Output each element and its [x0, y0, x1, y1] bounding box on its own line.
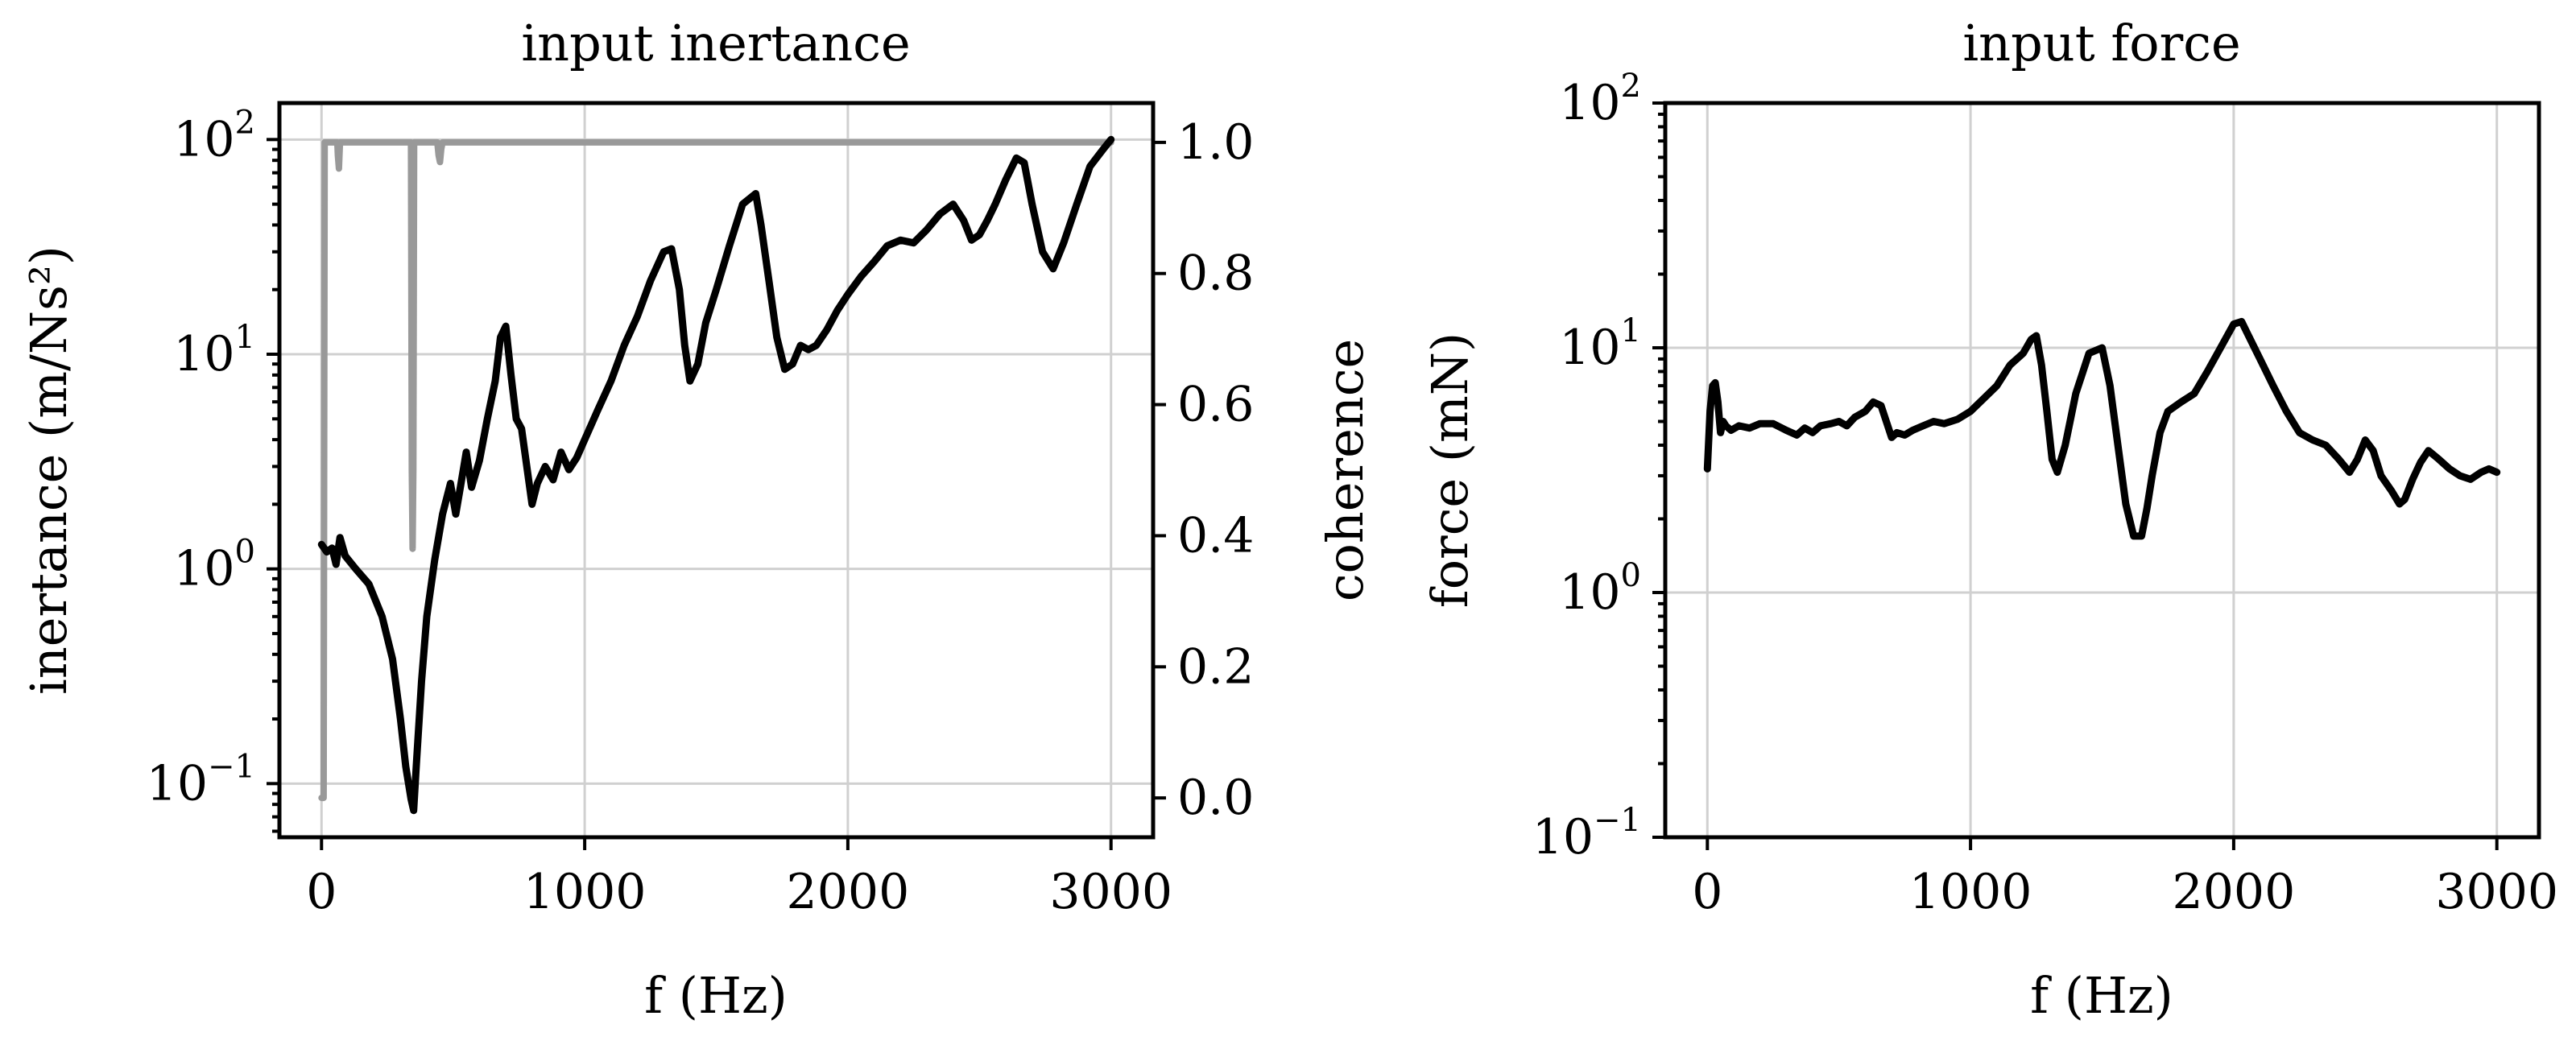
force-x-ticks: 0 1000 2000 3000 — [1692, 837, 2558, 920]
force-y-tick-label: 101 — [1559, 312, 1641, 376]
force-x-axis-label: f (Hz) — [2030, 966, 2173, 1025]
force-y-tick-label: 10−1 — [1532, 802, 1641, 865]
force-x-tick-label: 3000 — [2435, 864, 2558, 920]
coherence-y-axis-label: coherence — [1316, 339, 1375, 601]
coherence-y-tick-label: 0.0 — [1177, 770, 1254, 826]
force-y-tick-label: 100 — [1559, 557, 1641, 621]
force-chart-title: input force — [1962, 14, 2240, 72]
force-y-ticks: 10−1 100 101 102 — [1532, 68, 1665, 865]
force-y-tick-label: 102 — [1559, 68, 1641, 131]
force-x-tick-label: 0 — [1692, 864, 1722, 920]
inertance-y-tick-label: 10−1 — [147, 748, 255, 812]
inertance-series — [317, 135, 1115, 815]
inertance-grid — [279, 103, 1153, 837]
inertance-y-ticks: 10−1 100 101 102 — [147, 104, 279, 833]
inertance-x-tick-label: 3000 — [1049, 864, 1172, 920]
inertance-x-ticks: 0 1000 2000 3000 — [306, 837, 1172, 920]
inertance-x-tick-label: 2000 — [787, 864, 910, 920]
coherence-y-tick-label: 1.0 — [1177, 114, 1254, 171]
inertance-chart: 0 1000 2000 3000 10−1 100 101 102 0.0 0.2 0.4 0.6… — [19, 14, 1375, 1025]
inertance-y-tick-label: 100 — [173, 534, 255, 597]
force-data-line — [1703, 317, 2501, 540]
force-x-tick-label: 1000 — [1909, 864, 2032, 920]
inertance-y-tick-label: 101 — [173, 319, 255, 382]
coherence-y-tick-label: 0.8 — [1177, 246, 1254, 302]
inertance-y-tick-label: 102 — [173, 104, 255, 167]
inertance-coherence-line — [318, 138, 1114, 802]
coherence-y-tick-label: 0.2 — [1177, 638, 1254, 695]
force-x-tick-label: 2000 — [2173, 864, 2296, 920]
force-grid — [1665, 101, 2539, 839]
force-series — [1703, 317, 2501, 540]
coherence-y-ticks: 0.0 0.2 0.4 0.6 0.8 1.0 — [1153, 114, 1254, 826]
force-plot-frame — [1663, 101, 2541, 840]
inertance-y-axis-label: inertance (m/Ns²) — [19, 246, 78, 695]
inertance-plot-frame — [277, 101, 1156, 840]
inertance-data-line — [317, 135, 1115, 815]
inertance-chart-title: input inertance — [521, 14, 910, 72]
force-y-axis-label: force (mN) — [1420, 332, 1479, 608]
coherence-y-tick-label: 0.4 — [1177, 507, 1254, 564]
coherence-y-tick-label: 0.6 — [1177, 377, 1254, 433]
inertance-x-tick-label: 1000 — [523, 864, 647, 920]
inertance-x-tick-label: 0 — [306, 864, 337, 920]
inertance-x-axis-label: f (Hz) — [644, 966, 788, 1025]
